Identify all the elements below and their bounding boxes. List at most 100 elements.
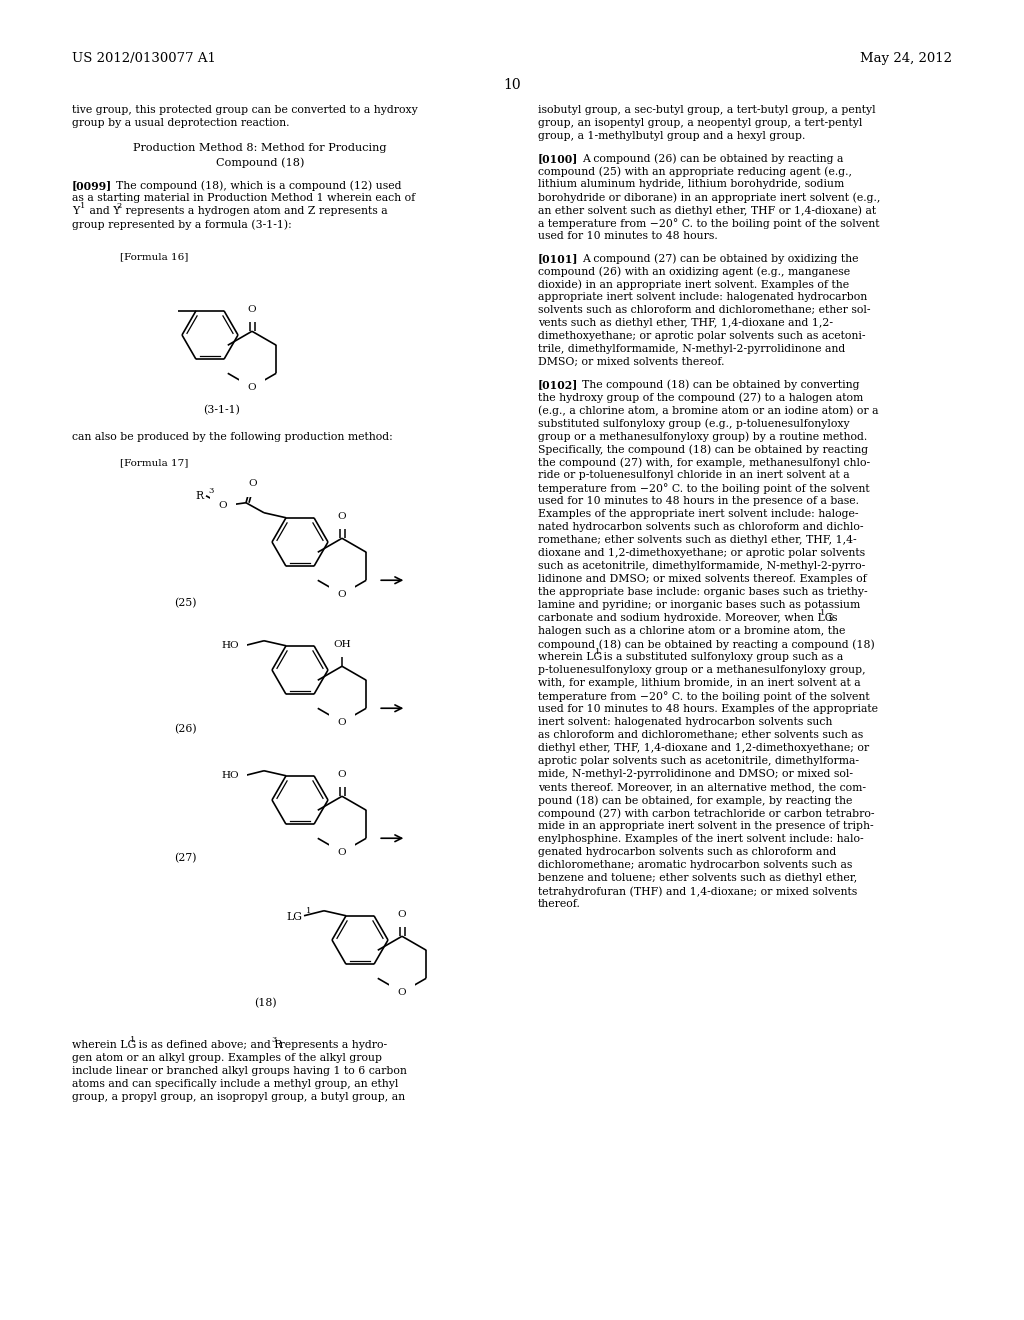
Text: include linear or branched alkyl groups having 1 to 6 carbon: include linear or branched alkyl groups … <box>72 1067 407 1076</box>
Text: 1: 1 <box>820 609 825 616</box>
Text: gen atom or an alkyl group. Examples of the alkyl group: gen atom or an alkyl group. Examples of … <box>72 1053 382 1063</box>
Text: (e.g., a chlorine atom, a bromine atom or an iodine atom) or a: (e.g., a chlorine atom, a bromine atom o… <box>538 405 879 416</box>
Text: appropriate inert solvent include: halogenated hydrocarbon: appropriate inert solvent include: halog… <box>538 292 867 302</box>
Text: (25): (25) <box>174 598 197 609</box>
Text: O: O <box>248 479 257 488</box>
Text: an ether solvent such as diethyl ether, THF or 1,4-dioxane) at: an ether solvent such as diethyl ether, … <box>538 205 877 215</box>
Text: The compound (18) can be obtained by converting: The compound (18) can be obtained by con… <box>582 379 859 389</box>
Text: Specifically, the compound (18) can be obtained by reacting: Specifically, the compound (18) can be o… <box>538 444 868 454</box>
Text: 10: 10 <box>503 78 521 92</box>
Text: A compound (26) can be obtained by reacting a: A compound (26) can be obtained by react… <box>582 153 844 164</box>
Text: [0100]: [0100] <box>538 153 579 164</box>
Text: (3-1-1): (3-1-1) <box>204 405 241 416</box>
Text: tive group, this protected group can be converted to a hydroxy: tive group, this protected group can be … <box>72 106 418 115</box>
Text: represents a hydrogen atom and Z represents a: represents a hydrogen atom and Z represe… <box>122 206 388 216</box>
Text: DMSO; or mixed solvents thereof.: DMSO; or mixed solvents thereof. <box>538 356 725 367</box>
Text: and Y: and Y <box>86 206 121 216</box>
Text: borohydride or diborane) in an appropriate inert solvent (e.g.,: borohydride or diborane) in an appropria… <box>538 191 881 202</box>
Text: dioxide) in an appropriate inert solvent. Examples of the: dioxide) in an appropriate inert solvent… <box>538 279 849 289</box>
Text: romethane; ether solvents such as diethyl ether, THF, 1,4-: romethane; ether solvents such as diethy… <box>538 535 857 545</box>
Text: [0101]: [0101] <box>538 253 579 264</box>
Text: compound (18) can be obtained by reacting a compound (18): compound (18) can be obtained by reactin… <box>538 639 874 649</box>
Text: Compound (18): Compound (18) <box>216 157 304 168</box>
Text: (27): (27) <box>174 853 197 863</box>
Text: mide in an appropriate inert solvent in the presence of triph-: mide in an appropriate inert solvent in … <box>538 821 873 832</box>
Text: trile, dimethylformamide, N-methyl-2-pyrrolidinone and: trile, dimethylformamide, N-methyl-2-pyr… <box>538 345 845 354</box>
Text: temperature from −20° C. to the boiling point of the solvent: temperature from −20° C. to the boiling … <box>538 483 869 494</box>
Text: group, a 1-methylbutyl group and a hexyl group.: group, a 1-methylbutyl group and a hexyl… <box>538 131 805 141</box>
Text: the compound (27) with, for example, methanesulfonyl chlo-: the compound (27) with, for example, met… <box>538 457 870 467</box>
Text: substituted sulfonyloxy group (e.g., p-toluenesulfonyloxy: substituted sulfonyloxy group (e.g., p-t… <box>538 418 850 429</box>
Text: is as defined above; and R: is as defined above; and R <box>135 1040 283 1049</box>
Text: dimethoxyethane; or aprotic polar solvents such as acetoni-: dimethoxyethane; or aprotic polar solven… <box>538 331 865 341</box>
Text: benzene and toluene; ether solvents such as diethyl ether,: benzene and toluene; ether solvents such… <box>538 873 857 883</box>
Text: lamine and pyridine; or inorganic bases such as potassium: lamine and pyridine; or inorganic bases … <box>538 601 860 610</box>
Text: 3: 3 <box>271 1036 276 1044</box>
Text: the appropriate base include: organic bases such as triethy-: the appropriate base include: organic ba… <box>538 587 867 597</box>
Text: used for 10 minutes to 48 hours in the presence of a base.: used for 10 minutes to 48 hours in the p… <box>538 496 859 506</box>
Text: HO: HO <box>221 642 239 651</box>
Text: vents such as diethyl ether, THF, 1,4-dioxane and 1,2-: vents such as diethyl ether, THF, 1,4-di… <box>538 318 833 327</box>
Text: LG: LG <box>286 912 302 921</box>
Text: 1: 1 <box>595 648 600 656</box>
Text: as a starting material in Production Method 1 wherein each of: as a starting material in Production Met… <box>72 193 416 203</box>
Text: O: O <box>338 718 346 727</box>
Text: with, for example, lithium bromide, in an inert solvent at a: with, for example, lithium bromide, in a… <box>538 678 860 688</box>
Text: [Formula 17]: [Formula 17] <box>120 458 188 467</box>
Text: O: O <box>248 305 256 314</box>
Text: [Formula 16]: [Formula 16] <box>120 252 188 261</box>
Text: Examples of the appropriate inert solvent include: haloge-: Examples of the appropriate inert solven… <box>538 510 858 519</box>
Text: mide, N-methyl-2-pyrrolidinone and DMSO; or mixed sol-: mide, N-methyl-2-pyrrolidinone and DMSO;… <box>538 770 853 779</box>
Text: group by a usual deprotection reaction.: group by a usual deprotection reaction. <box>72 117 290 128</box>
Text: genated hydrocarbon solvents such as chloroform and: genated hydrocarbon solvents such as chl… <box>538 847 837 857</box>
Text: group, a propyl group, an isopropyl group, a butyl group, an: group, a propyl group, an isopropyl grou… <box>72 1092 406 1102</box>
Text: thereof.: thereof. <box>538 899 581 909</box>
Text: R: R <box>196 491 204 500</box>
Text: group represented by a formula (3-1-1):: group represented by a formula (3-1-1): <box>72 219 292 230</box>
Text: 1: 1 <box>306 907 311 915</box>
Text: vents thereof. Moreover, in an alternative method, the com-: vents thereof. Moreover, in an alternati… <box>538 781 866 792</box>
Text: [0099]: [0099] <box>72 180 113 191</box>
Text: isobutyl group, a sec-butyl group, a tert-butyl group, a pentyl: isobutyl group, a sec-butyl group, a ter… <box>538 106 876 115</box>
Text: OH: OH <box>333 640 351 648</box>
Text: A compound (27) can be obtained by oxidizing the: A compound (27) can be obtained by oxidi… <box>582 253 858 264</box>
Text: ride or p-toluenesulfonyl chloride in an inert solvent at a: ride or p-toluenesulfonyl chloride in an… <box>538 470 850 480</box>
Text: is: is <box>825 612 838 623</box>
Text: the hydroxy group of the compound (27) to a halogen atom: the hydroxy group of the compound (27) t… <box>538 392 863 403</box>
Text: O: O <box>397 987 407 997</box>
Text: O: O <box>338 590 346 599</box>
Text: nated hydrocarbon solvents such as chloroform and dichlo-: nated hydrocarbon solvents such as chlor… <box>538 521 863 532</box>
Text: temperature from −20° C. to the boiling point of the solvent: temperature from −20° C. to the boiling … <box>538 690 869 702</box>
Text: 3: 3 <box>208 487 213 495</box>
Text: lithium aluminum hydride, lithium borohydride, sodium: lithium aluminum hydride, lithium borohy… <box>538 180 844 189</box>
Text: tetrahydrofuran (THF) and 1,4-dioxane; or mixed solvents: tetrahydrofuran (THF) and 1,4-dioxane; o… <box>538 886 857 896</box>
Text: O: O <box>338 847 346 857</box>
Text: Y: Y <box>72 206 79 216</box>
Text: halogen such as a chlorine atom or a bromine atom, the: halogen such as a chlorine atom or a bro… <box>538 626 846 636</box>
Text: pound (18) can be obtained, for example, by reacting the: pound (18) can be obtained, for example,… <box>538 795 852 805</box>
Text: is a substituted sulfonyloxy group such as a: is a substituted sulfonyloxy group such … <box>600 652 843 663</box>
Text: O: O <box>219 502 227 511</box>
Text: The compound (18), which is a compound (12) used: The compound (18), which is a compound (… <box>116 180 401 190</box>
Text: a temperature from −20° C. to the boiling point of the solvent: a temperature from −20° C. to the boilin… <box>538 218 880 228</box>
Text: can also be produced by the following production method:: can also be produced by the following pr… <box>72 432 393 442</box>
Text: enylphosphine. Examples of the inert solvent include: halo-: enylphosphine. Examples of the inert sol… <box>538 834 863 843</box>
Text: represents a hydro-: represents a hydro- <box>276 1040 387 1049</box>
Text: 2: 2 <box>116 202 121 210</box>
Text: group, an isopentyl group, a neopentyl group, a tert-pentyl: group, an isopentyl group, a neopentyl g… <box>538 117 862 128</box>
Text: HO: HO <box>221 771 239 780</box>
Text: O: O <box>338 512 346 521</box>
Text: [0102]: [0102] <box>538 379 579 389</box>
Text: diethyl ether, THF, 1,4-dioxane and 1,2-dimethoxyethane; or: diethyl ether, THF, 1,4-dioxane and 1,2-… <box>538 743 869 752</box>
Text: (26): (26) <box>174 723 197 734</box>
Text: wherein LG: wherein LG <box>72 1040 136 1049</box>
Text: such as acetonitrile, dimethylformamide, N-methyl-2-pyrro-: such as acetonitrile, dimethylformamide,… <box>538 561 865 572</box>
Text: May 24, 2012: May 24, 2012 <box>860 51 952 65</box>
Text: aprotic polar solvents such as acetonitrile, dimethylforma-: aprotic polar solvents such as acetonitr… <box>538 756 859 766</box>
Text: inert solvent: halogenated hydrocarbon solvents such: inert solvent: halogenated hydrocarbon s… <box>538 717 833 727</box>
Text: compound (25) with an appropriate reducing agent (e.g.,: compound (25) with an appropriate reduci… <box>538 166 852 177</box>
Text: Production Method 8: Method for Producing: Production Method 8: Method for Producin… <box>133 143 387 153</box>
Text: atoms and can specifically include a methyl group, an ethyl: atoms and can specifically include a met… <box>72 1078 398 1089</box>
Text: solvents such as chloroform and dichloromethane; ether sol-: solvents such as chloroform and dichloro… <box>538 305 870 315</box>
Text: O: O <box>338 770 346 779</box>
